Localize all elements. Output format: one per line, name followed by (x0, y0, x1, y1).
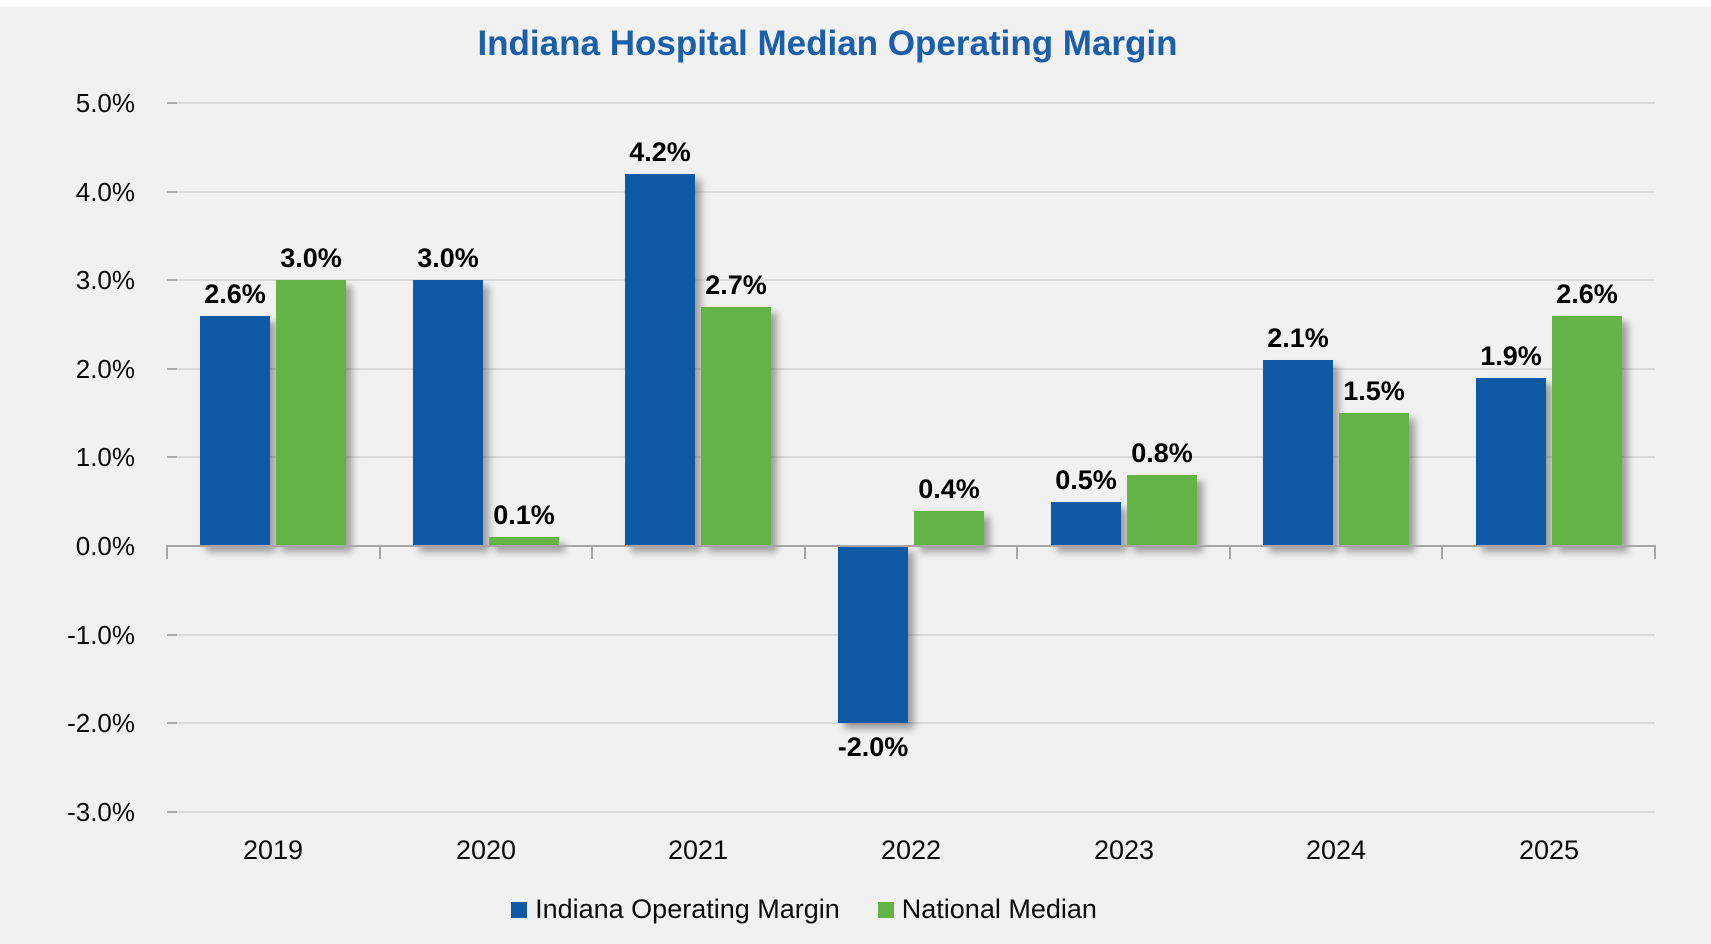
bar-value-label: 0.1% (493, 500, 555, 530)
bar-national-2019 (276, 280, 346, 546)
x-axis-tick (591, 545, 593, 559)
bar-national-2023 (1127, 475, 1197, 546)
y-axis-tick-label: 0.0% (75, 531, 135, 561)
legend-label: Indiana Operating Margin (535, 894, 840, 924)
gridline (167, 722, 1655, 724)
legend-swatch-icon (877, 901, 894, 918)
gridline (167, 279, 1655, 281)
y-axis-tick-label: -3.0% (67, 797, 135, 827)
bar-value-label: 1.9% (1480, 341, 1542, 371)
gridline (167, 102, 1655, 104)
bar-national-2020 (489, 537, 559, 546)
bar-indiana-2023 (1051, 502, 1121, 546)
x-axis-category-label: 2021 (667, 835, 729, 865)
x-axis-tick (804, 545, 806, 559)
y-axis-tick-label: 3.0% (75, 265, 135, 295)
y-axis-tick (167, 722, 177, 724)
x-axis-tick (166, 545, 168, 559)
bar-value-label: 0.4% (918, 474, 980, 504)
bar-value-label: -2.0% (837, 732, 909, 762)
y-axis-tick (167, 811, 177, 813)
top-edge-strip (0, 0, 1711, 7)
bar-value-label: 0.5% (1055, 465, 1117, 495)
y-axis-tick (167, 456, 177, 458)
x-axis-category-label: 2025 (1518, 835, 1580, 865)
bar-national-2024 (1339, 413, 1409, 546)
y-axis-tick-label: -1.0% (67, 620, 135, 650)
x-axis-category-label: 2023 (1093, 835, 1155, 865)
x-axis-tick (1654, 545, 1656, 559)
chart-title: Indiana Hospital Median Operating Margin (477, 24, 1178, 63)
y-axis-tick (167, 102, 177, 104)
bar-national-2022 (914, 511, 984, 546)
y-axis-tick-label: -2.0% (67, 708, 135, 738)
y-axis-tick-label: 2.0% (75, 354, 135, 384)
bar-value-label: 1.5% (1343, 376, 1405, 406)
x-axis-tick (1016, 545, 1018, 559)
bar-value-label: 2.6% (204, 279, 266, 309)
y-axis-tick-label: 1.0% (75, 442, 135, 472)
bar-value-label: 2.1% (1267, 323, 1329, 353)
legend-label: National Median (901, 894, 1097, 924)
bar-indiana-2024 (1263, 360, 1333, 546)
legend: Indiana Operating Margin National Median (0, 894, 1608, 925)
x-axis-line (167, 545, 1655, 547)
bar-value-label: 4.2% (629, 137, 691, 167)
bar-value-label: 3.0% (280, 243, 342, 273)
x-axis-tick (1441, 545, 1443, 559)
x-axis-category-label: 2019 (242, 835, 304, 865)
gridline (167, 368, 1655, 370)
bar-national-2021 (701, 307, 771, 546)
legend-item-indiana-operating-margin: Indiana Operating Margin (511, 894, 840, 925)
legend-item-national-median: National Median (877, 894, 1097, 925)
bar-indiana-2019 (200, 316, 270, 546)
bar-value-label: 2.6% (1556, 279, 1618, 309)
y-axis-tick (167, 634, 177, 636)
bar-value-label: 2.7% (705, 270, 767, 300)
bar-national-2025 (1552, 316, 1622, 546)
x-axis-category-label: 2020 (455, 835, 517, 865)
y-axis-tick-label: 4.0% (75, 177, 135, 207)
x-axis-category-label: 2022 (880, 835, 942, 865)
gridline (167, 634, 1655, 636)
y-axis-tick (167, 368, 177, 370)
gridline (167, 456, 1655, 458)
x-axis-tick (1229, 545, 1231, 559)
y-axis-tick (167, 279, 177, 281)
gridline (167, 191, 1655, 193)
gridline (167, 811, 1655, 813)
y-axis-tick-label: 5.0% (75, 88, 135, 118)
bar-indiana-2021 (625, 174, 695, 546)
bar-value-label: 0.8% (1131, 438, 1193, 468)
x-axis-category-label: 2024 (1305, 835, 1367, 865)
bar-indiana-2022 (838, 546, 908, 723)
bar-indiana-2020 (413, 280, 483, 546)
legend-swatch-icon (511, 901, 528, 918)
bar-value-label: 3.0% (417, 243, 479, 273)
x-axis-tick (379, 545, 381, 559)
bar-indiana-2025 (1476, 378, 1546, 546)
y-axis-tick (167, 191, 177, 193)
